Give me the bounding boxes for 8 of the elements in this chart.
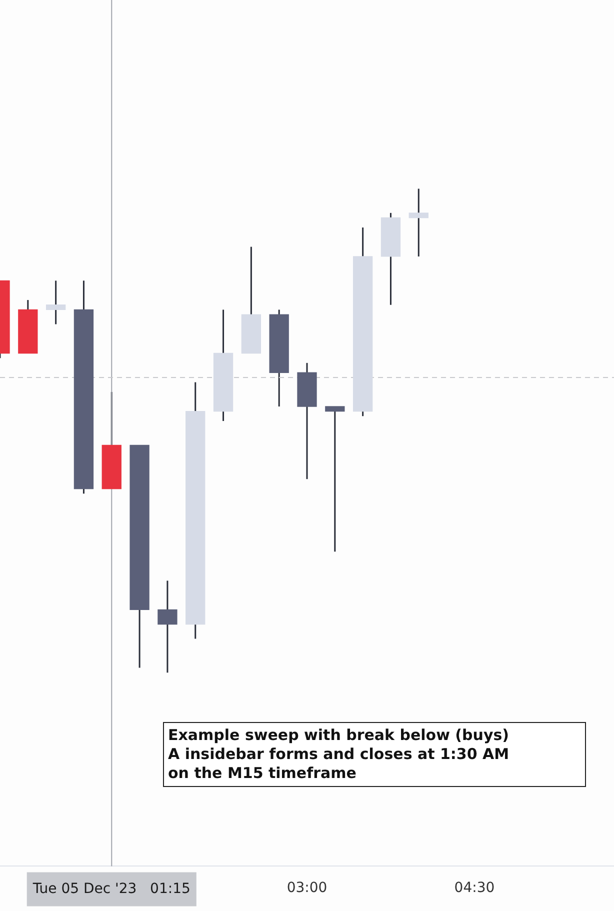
x-tick-label: 04:30: [454, 880, 495, 896]
candlestick: [325, 406, 345, 552]
candlestick: [408, 188, 428, 258]
ref-line-label: Tue 05 Dec '23 01:15: [32, 880, 190, 897]
text: Example sweep with break below (buys) A insidebar forms and closes at 1:30 AM on the M15 timeframe: [163, 722, 586, 787]
candlestick: [46, 280, 66, 325]
x-tick-label: 03:00: [286, 880, 328, 896]
candlestick: [158, 580, 178, 674]
